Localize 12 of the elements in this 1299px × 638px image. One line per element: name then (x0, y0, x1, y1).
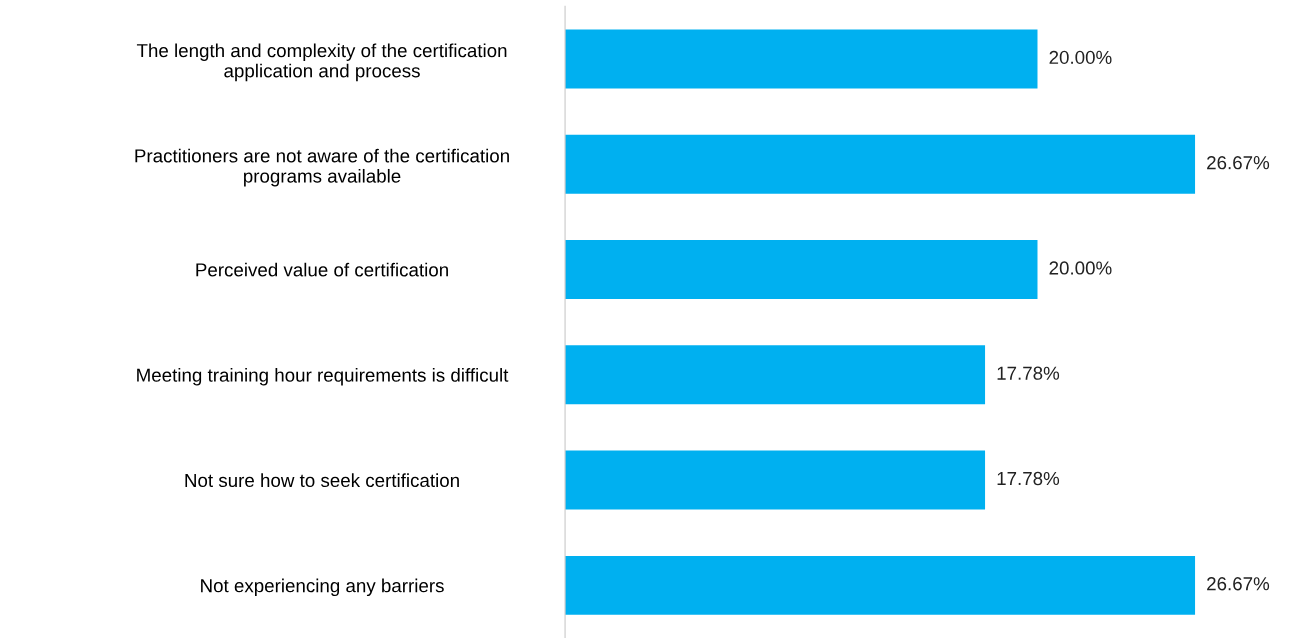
y-tick-label: Perceived value of certification (196, 262, 448, 277)
y-tick-label: Practitioners are not aware of the certification programs available (135, 148, 509, 187)
data-label: 17.78% (997, 471, 1060, 486)
y-tick-label: The length and complexity of the certification application and process (136, 43, 507, 82)
data-label: 17.78% (997, 366, 1060, 380)
data-label: 20.00% (1049, 261, 1112, 275)
y-tick-label: Not sure how to seek certification (185, 473, 459, 488)
data-label: 26.67% (1207, 577, 1270, 591)
y-tick-label: Not experiencing any barriers (201, 578, 444, 597)
data-label: 20.00% (1049, 50, 1112, 65)
data-label: 26.67% (1207, 156, 1270, 170)
y-tick-label: Meeting training hour requirements is difficult (137, 368, 509, 386)
